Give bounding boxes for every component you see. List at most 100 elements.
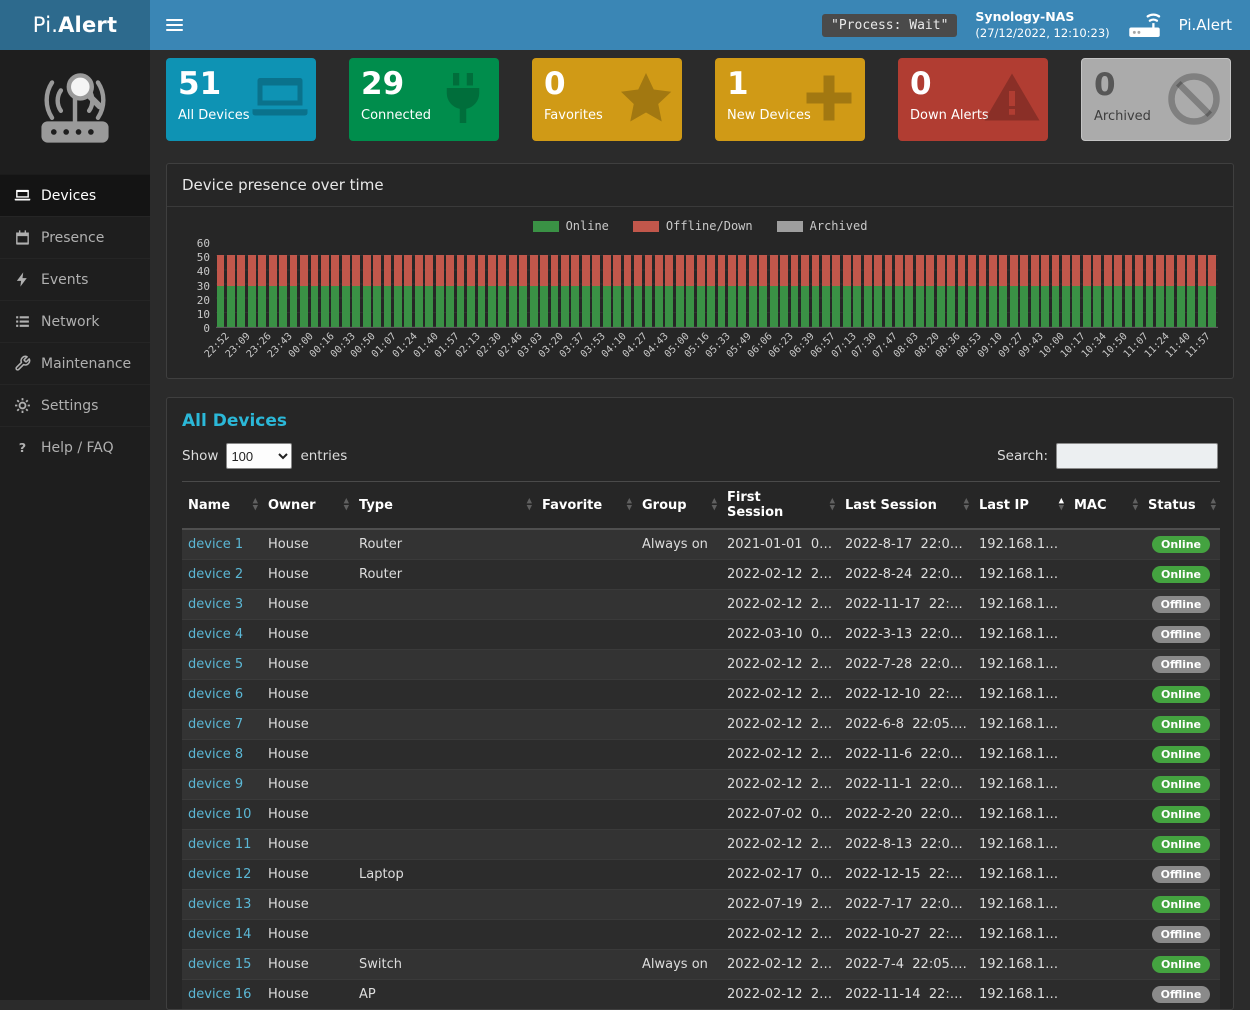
chart-bar [1166, 255, 1174, 327]
col-header-owner[interactable]: Owner▲▼ [262, 482, 353, 530]
cell-status: Offline [1142, 920, 1220, 950]
cell-last-ip: 192.168.1.53 [973, 560, 1068, 590]
chart-bar [582, 255, 590, 327]
chart-bar [958, 255, 966, 327]
chart-bar [989, 255, 997, 327]
device-link[interactable]: device 7 [188, 717, 243, 732]
cell-owner: House [262, 620, 353, 650]
chart-bar [1177, 255, 1185, 327]
col-header-last-session[interactable]: Last Session▲▼ [839, 482, 973, 530]
cell-last-session: 2022-7-28 22:05.37 [839, 650, 973, 680]
cell-last-ip: 192.168.1.63 [973, 860, 1068, 890]
cell-mac [1068, 950, 1142, 980]
page-length-select[interactable]: 100 [226, 443, 292, 469]
network-icon [14, 313, 31, 330]
chart-bar [895, 255, 903, 327]
cell-name: device 2 [182, 560, 262, 590]
col-header-type[interactable]: Type▲▼ [353, 482, 536, 530]
device-link[interactable]: device 14 [188, 927, 251, 942]
cell-status: Online [1142, 740, 1220, 770]
cell-status: Online [1142, 529, 1220, 560]
process-status-badge: "Process: Wait" [822, 14, 957, 37]
sidebar-item-presence[interactable]: Presence [0, 216, 150, 258]
device-link[interactable]: device 1 [188, 537, 243, 552]
cell-first-session: 2022-02-12 22:05 [721, 560, 839, 590]
column-label: Group [642, 498, 687, 513]
cell-favorite [536, 920, 636, 950]
wrench-icon [14, 355, 31, 372]
col-header-first-session[interactable]: First Session▲▼ [721, 482, 839, 530]
device-link[interactable]: device 2 [188, 567, 243, 582]
cell-type [353, 740, 536, 770]
sidebar-item-devices[interactable]: Devices [0, 174, 150, 216]
y-tick-label: 50 [197, 251, 210, 264]
col-header-group[interactable]: Group▲▼ [636, 482, 721, 530]
cell-last-ip: 192.168.1.62 [973, 830, 1068, 860]
cell-type: Laptop [353, 860, 536, 890]
device-link[interactable]: device 3 [188, 597, 243, 612]
cell-last-ip: 192.168.1.67 [973, 980, 1068, 1010]
device-link[interactable]: device 13 [188, 897, 251, 912]
search-input[interactable] [1056, 443, 1218, 469]
cell-owner: House [262, 740, 353, 770]
device-link[interactable]: device 4 [188, 627, 243, 642]
sidebar-item-events[interactable]: Events [0, 258, 150, 300]
chart-bar [1031, 255, 1039, 327]
navbar-right: "Process: Wait" Synology-NAS (27/12/2022… [822, 0, 1250, 50]
y-tick-label: 0 [203, 322, 210, 335]
cell-group [636, 680, 721, 710]
status-badge: Offline [1152, 626, 1211, 643]
sidebar-item-help-faq[interactable]: ?Help / FAQ [0, 426, 150, 468]
chart-bar [331, 255, 339, 327]
sidebar-item-settings[interactable]: Settings [0, 384, 150, 426]
sidebar-item-network[interactable]: Network [0, 300, 150, 342]
sidebar-item-maintenance[interactable]: Maintenance [0, 342, 150, 384]
chart-bar [1114, 255, 1122, 327]
device-link[interactable]: device 5 [188, 657, 243, 672]
device-link[interactable]: device 15 [188, 957, 251, 972]
col-header-mac[interactable]: MAC▲▼ [1068, 482, 1142, 530]
cell-name: device 15 [182, 950, 262, 980]
device-link[interactable]: device 9 [188, 777, 243, 792]
device-link[interactable]: device 8 [188, 747, 243, 762]
col-header-status[interactable]: Status▲▼ [1142, 482, 1220, 530]
device-link[interactable]: device 12 [188, 867, 251, 882]
col-header-last-ip[interactable]: Last IP▲▼ [973, 482, 1068, 530]
chart-bar [457, 255, 465, 327]
device-link[interactable]: device 6 [188, 687, 243, 702]
chart-bar [248, 255, 256, 327]
cell-favorite [536, 860, 636, 890]
cell-status: Online [1142, 800, 1220, 830]
cell-type [353, 770, 536, 800]
sidebar-toggle-button[interactable] [150, 0, 199, 50]
col-header-name[interactable]: Name▲▼ [182, 482, 262, 530]
host-info: Synology-NAS (27/12/2022, 12:10:23) [975, 9, 1109, 40]
device-link[interactable]: device 11 [188, 837, 251, 852]
device-link[interactable]: device 10 [188, 807, 251, 822]
brand-logo[interactable]: Pi.Alert [0, 0, 150, 50]
col-header-favorite[interactable]: Favorite▲▼ [536, 482, 636, 530]
cell-owner: House [262, 950, 353, 980]
cell-group [636, 770, 721, 800]
status-badge: Offline [1152, 986, 1211, 1003]
cell-group: Always on [636, 950, 721, 980]
chart-bar [770, 255, 778, 327]
sidebar-item-label: Events [41, 272, 88, 288]
cell-type [353, 920, 536, 950]
cell-owner: House [262, 680, 353, 710]
brand-pi: Pi. [33, 13, 58, 37]
